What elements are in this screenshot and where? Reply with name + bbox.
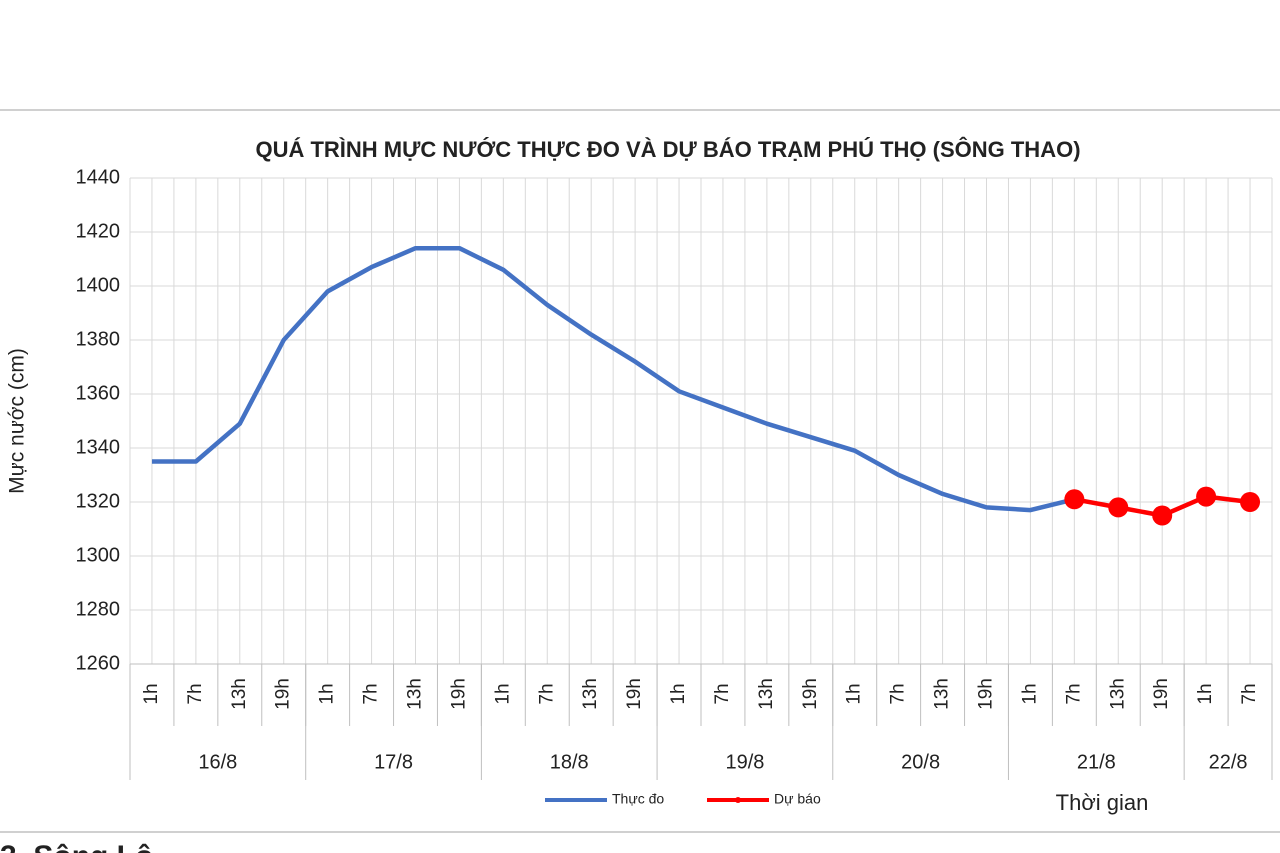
x-tick-label: 7h [1239,683,1260,704]
x-axis-title: Thời gian [1056,790,1149,815]
point-marker [1152,505,1173,526]
y-tick-label: 1380 [76,328,121,350]
x-tick-label: 19h [624,678,645,710]
y-tick-label: 1420 [76,220,121,242]
x-tick-label: 1h [668,683,689,704]
x-tick-label: 19h [1151,678,1172,710]
group-label: 17/8 [374,751,413,773]
group-label: 19/8 [725,751,764,773]
group-label: 18/8 [550,751,589,773]
x-tick-label: 7h [536,683,557,704]
x-tick-label: 13h [1107,678,1128,710]
y-tick-label: 1280 [76,598,121,620]
y-axis-title: Mực nước (cm) [6,348,29,494]
legend-marker [735,797,741,803]
y-tick-label: 1440 [76,166,121,188]
point-marker [1240,492,1261,512]
y-tick-label: 1340 [76,436,121,458]
x-tick-label: 1h [844,683,865,704]
x-tick-label: 1h [317,683,338,704]
y-tick-label: 1360 [76,382,121,404]
point-marker [1064,489,1085,510]
y-tick-label: 1300 [76,544,121,566]
x-tick-label: 7h [185,683,206,704]
x-tick-label: 13h [932,678,953,710]
x-tick-label: 19h [273,678,294,710]
x-tick-label: 7h [712,683,733,704]
chart-title: QUÁ TRÌNH MỰC NƯỚC THỰC ĐO VÀ DỰ BÁO TRẠ… [255,137,1080,162]
series-line [151,245,1075,513]
x-tick-label: 1h [141,683,162,704]
x-tick-label: 1h [492,683,513,704]
x-tick-label: 13h [580,678,601,710]
point-marker [1108,497,1129,518]
group-label: 22/8 [1209,751,1248,773]
x-tick-label: 19h [448,678,469,710]
group-label: 16/8 [198,751,237,773]
x-tick-label: 19h [976,678,997,710]
x-tick-label: 1h [1195,683,1216,704]
point-marker [1196,486,1217,507]
x-tick-label: 7h [361,683,382,704]
y-tick-label: 1260 [76,652,121,674]
y-tick-label: 1400 [76,274,121,296]
x-tick-label: 19h [800,678,821,710]
x-tick-label: 1h [1019,683,1040,704]
footer-text: 3. Sông Lô [0,840,153,853]
group-label: 20/8 [901,751,940,773]
y-tick-label: 1320 [76,490,121,512]
x-tick-label: 7h [888,683,909,704]
x-tick-label: 13h [756,678,777,710]
x-tick-label: 13h [405,678,426,710]
legend-label: Thực đo [612,791,664,807]
legend-label: Dự báo [774,791,821,807]
x-tick-label: 7h [1063,683,1084,704]
x-tick-label: 13h [229,678,250,710]
group-label: 21/8 [1077,751,1116,773]
